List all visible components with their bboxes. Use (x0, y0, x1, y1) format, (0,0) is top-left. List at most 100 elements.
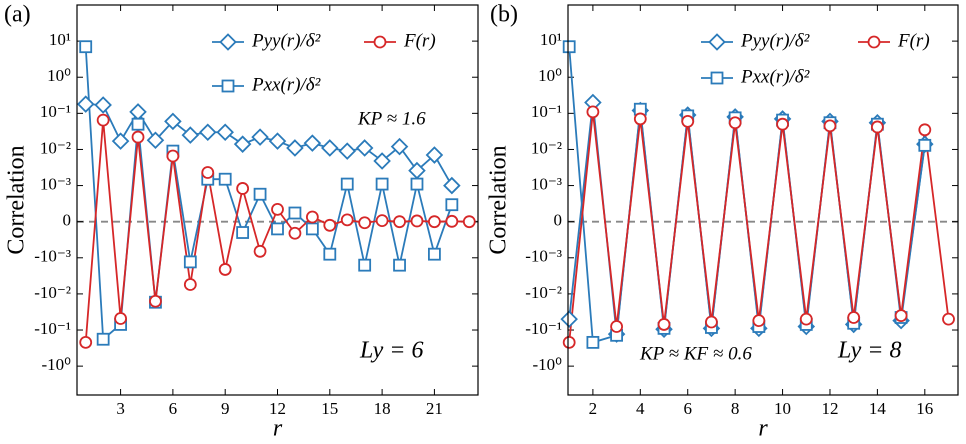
circle-marker (462, 215, 476, 229)
x-tick-label: 6 (169, 399, 178, 418)
diamond-marker (373, 152, 391, 170)
circle-marker (358, 216, 372, 230)
y-tick-label: 0 (554, 211, 563, 230)
circle-marker (114, 312, 127, 325)
circle-marker (681, 114, 695, 128)
diamond-marker (216, 123, 234, 141)
y-tick-label: 10¹ (49, 30, 71, 49)
diamond-marker (338, 142, 357, 160)
square-marker (410, 177, 424, 191)
x-tick-label: 6 (683, 399, 692, 418)
circle-marker (562, 335, 576, 349)
x-tick-label: 16 (916, 399, 933, 418)
circle-marker (799, 312, 813, 326)
circle-marker (373, 35, 387, 49)
y-tick-label: -10⁰ (533, 355, 563, 374)
y-tick-label: -10⁻² (525, 283, 562, 302)
legend-label: F(r) (403, 30, 436, 51)
square-marker (393, 258, 406, 272)
panel: 10¹ 10⁰ 10⁻¹ 10⁻² 10⁻³ 0 -10⁻³ -10⁻² -10⁻¹ -10⁰ 2 4… (486, 2, 959, 442)
diamond-marker (146, 131, 165, 150)
legend-label: Pxx(r)/δ² (740, 66, 810, 87)
y-tick-label: 10⁰ (47, 66, 71, 85)
square-marker (586, 335, 600, 349)
square-marker (96, 332, 110, 346)
diamond-marker (425, 146, 444, 164)
legend-label: Pyy(r)/δ² (740, 30, 810, 51)
square-marker (218, 172, 232, 186)
series-line (85, 103, 453, 187)
diamond-marker (560, 310, 578, 328)
circle-marker (410, 214, 424, 228)
diamond-marker (251, 128, 269, 146)
annotation: Ly = 8 (837, 338, 901, 364)
annotation: KP ≈ KF ≈ 0.6 (639, 343, 752, 364)
diamond-marker (355, 139, 374, 157)
y-tick-label: 0 (63, 211, 72, 230)
diamond-marker (321, 139, 339, 157)
diamond-marker (390, 137, 409, 156)
circle-marker (428, 215, 441, 229)
square-marker (271, 222, 284, 236)
y-tick-label: -10⁻¹ (34, 319, 71, 338)
axes-frame (76, 4, 479, 396)
y-tick-label: -10⁻² (34, 283, 71, 302)
circle-marker (96, 113, 110, 127)
diamond-marker (198, 123, 217, 141)
circle-marker (253, 244, 267, 258)
x-tick-label: 10 (774, 399, 791, 418)
circle-marker (201, 166, 215, 179)
y-tick-label: 10¹ (540, 30, 562, 49)
circle-marker (657, 318, 671, 331)
axes-frame (567, 4, 959, 396)
diamond-marker (708, 33, 726, 51)
square-marker (445, 198, 459, 212)
circle-marker (149, 294, 162, 308)
y-tick-label: 10⁻¹ (531, 102, 562, 121)
legend-label: Pyy(r)/δ² (251, 30, 321, 51)
legend-label: F(r) (897, 30, 930, 51)
x-tick-label: 14 (869, 399, 887, 418)
circle-marker (323, 218, 337, 232)
diamond-marker (303, 134, 322, 152)
x-tick-label: 2 (589, 399, 598, 418)
square-marker (221, 79, 235, 93)
series-line (568, 111, 950, 343)
series-line (568, 46, 926, 344)
diamond-marker (219, 33, 237, 51)
circle-marker (375, 214, 389, 227)
circle-marker (847, 311, 861, 324)
circle-marker (79, 335, 93, 349)
circle-marker (728, 116, 742, 130)
y-tick-label: -10⁻³ (525, 247, 562, 266)
diamond-marker (94, 96, 112, 114)
circle-marker (776, 117, 789, 131)
y-axis-label: Correlation (486, 145, 512, 254)
circle-marker (705, 315, 718, 329)
x-tick-label: 21 (426, 399, 443, 418)
circle-marker (183, 278, 197, 291)
diamond-marker (268, 132, 287, 150)
diamond-marker (181, 126, 200, 144)
square-marker (236, 226, 250, 239)
x-tick-label: 8 (731, 399, 740, 418)
circle-marker (942, 312, 955, 326)
square-marker (375, 177, 389, 191)
x-tick-label: 18 (374, 399, 391, 418)
y-tick-label: 10⁻³ (531, 174, 562, 193)
square-marker (79, 40, 93, 54)
annotation: KP ≈ 1.6 (357, 108, 426, 129)
diamond-marker (286, 139, 304, 157)
annotation: Ly = 6 (359, 338, 423, 364)
x-tick-label: 12 (269, 399, 286, 418)
circle-marker (340, 213, 354, 227)
square-marker (358, 258, 372, 272)
panel-label: (a) (4, 2, 31, 28)
circle-marker (867, 35, 881, 49)
x-tick-label: 9 (221, 399, 230, 418)
square-marker (183, 255, 197, 269)
circle-marker (445, 214, 459, 228)
y-tick-label: -10⁻¹ (525, 319, 562, 338)
y-tick-label: 10⁻¹ (40, 102, 71, 121)
